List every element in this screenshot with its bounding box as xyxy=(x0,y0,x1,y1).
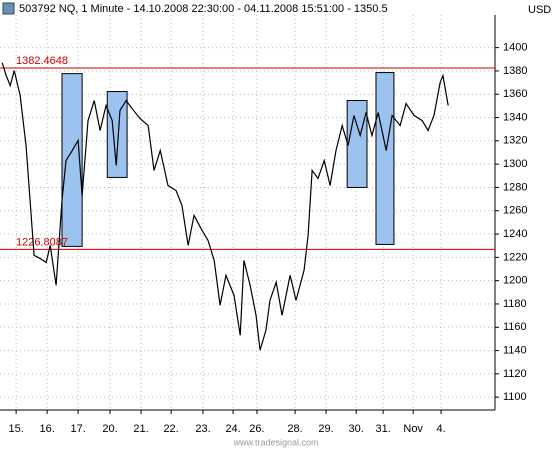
price-line xyxy=(1,62,449,351)
x-tick-label: 28. xyxy=(287,423,302,435)
range-box xyxy=(375,72,395,245)
y-tick-label: 1180 xyxy=(503,298,527,310)
x-tick-label: 22. xyxy=(163,423,178,435)
x-tick-label: 17. xyxy=(70,423,85,435)
y-tick-label: 1240 xyxy=(503,228,527,240)
symbol-icon xyxy=(2,2,15,15)
y-tick-label: 1400 xyxy=(503,42,527,54)
watermark: www.tradesignal.com xyxy=(232,437,318,447)
x-tick-label: 26. xyxy=(249,423,264,435)
range-box xyxy=(346,100,368,188)
x-tick-label: 20. xyxy=(102,423,117,435)
x-tick-label: 24. xyxy=(225,423,240,435)
x-tick-label: 31. xyxy=(375,423,390,435)
x-tick-label: 15. xyxy=(8,423,23,435)
y-axis-label: USD xyxy=(528,4,551,16)
y-tick-label: 1320 xyxy=(503,135,527,147)
y-tick-label: 1280 xyxy=(503,181,527,193)
range-box xyxy=(106,91,128,178)
x-tick-label: 23. xyxy=(195,423,210,435)
y-tick-label: 1160 xyxy=(503,321,527,333)
y-tick-label: 1360 xyxy=(503,88,527,100)
range-box xyxy=(61,73,83,247)
level-label: 1226.8087 xyxy=(16,236,68,248)
y-tick-label: 1340 xyxy=(503,111,527,123)
y-tick-label: 1100 xyxy=(503,391,527,403)
y-tick-label: 1140 xyxy=(503,344,527,356)
y-tick-label: 1380 xyxy=(503,65,527,77)
x-tick-label: 4. xyxy=(436,423,445,435)
y-tick-label: 1120 xyxy=(503,368,527,380)
chart-title: 503792 NQ, 1 Minute - 14.10.2008 22:30:0… xyxy=(19,3,388,15)
x-tick-label: 30. xyxy=(348,423,363,435)
y-tick-label: 1200 xyxy=(503,275,527,287)
y-tick-label: 1220 xyxy=(503,251,527,263)
y-tick-label: 1300 xyxy=(503,158,527,170)
level-label: 1382.4648 xyxy=(16,55,68,67)
x-tick-label: 21. xyxy=(133,423,148,435)
x-tick-label: 16. xyxy=(39,423,54,435)
y-tick-label: 1260 xyxy=(503,205,527,217)
x-tick-label: 29. xyxy=(318,423,333,435)
x-tick-label: Nov xyxy=(403,423,423,435)
